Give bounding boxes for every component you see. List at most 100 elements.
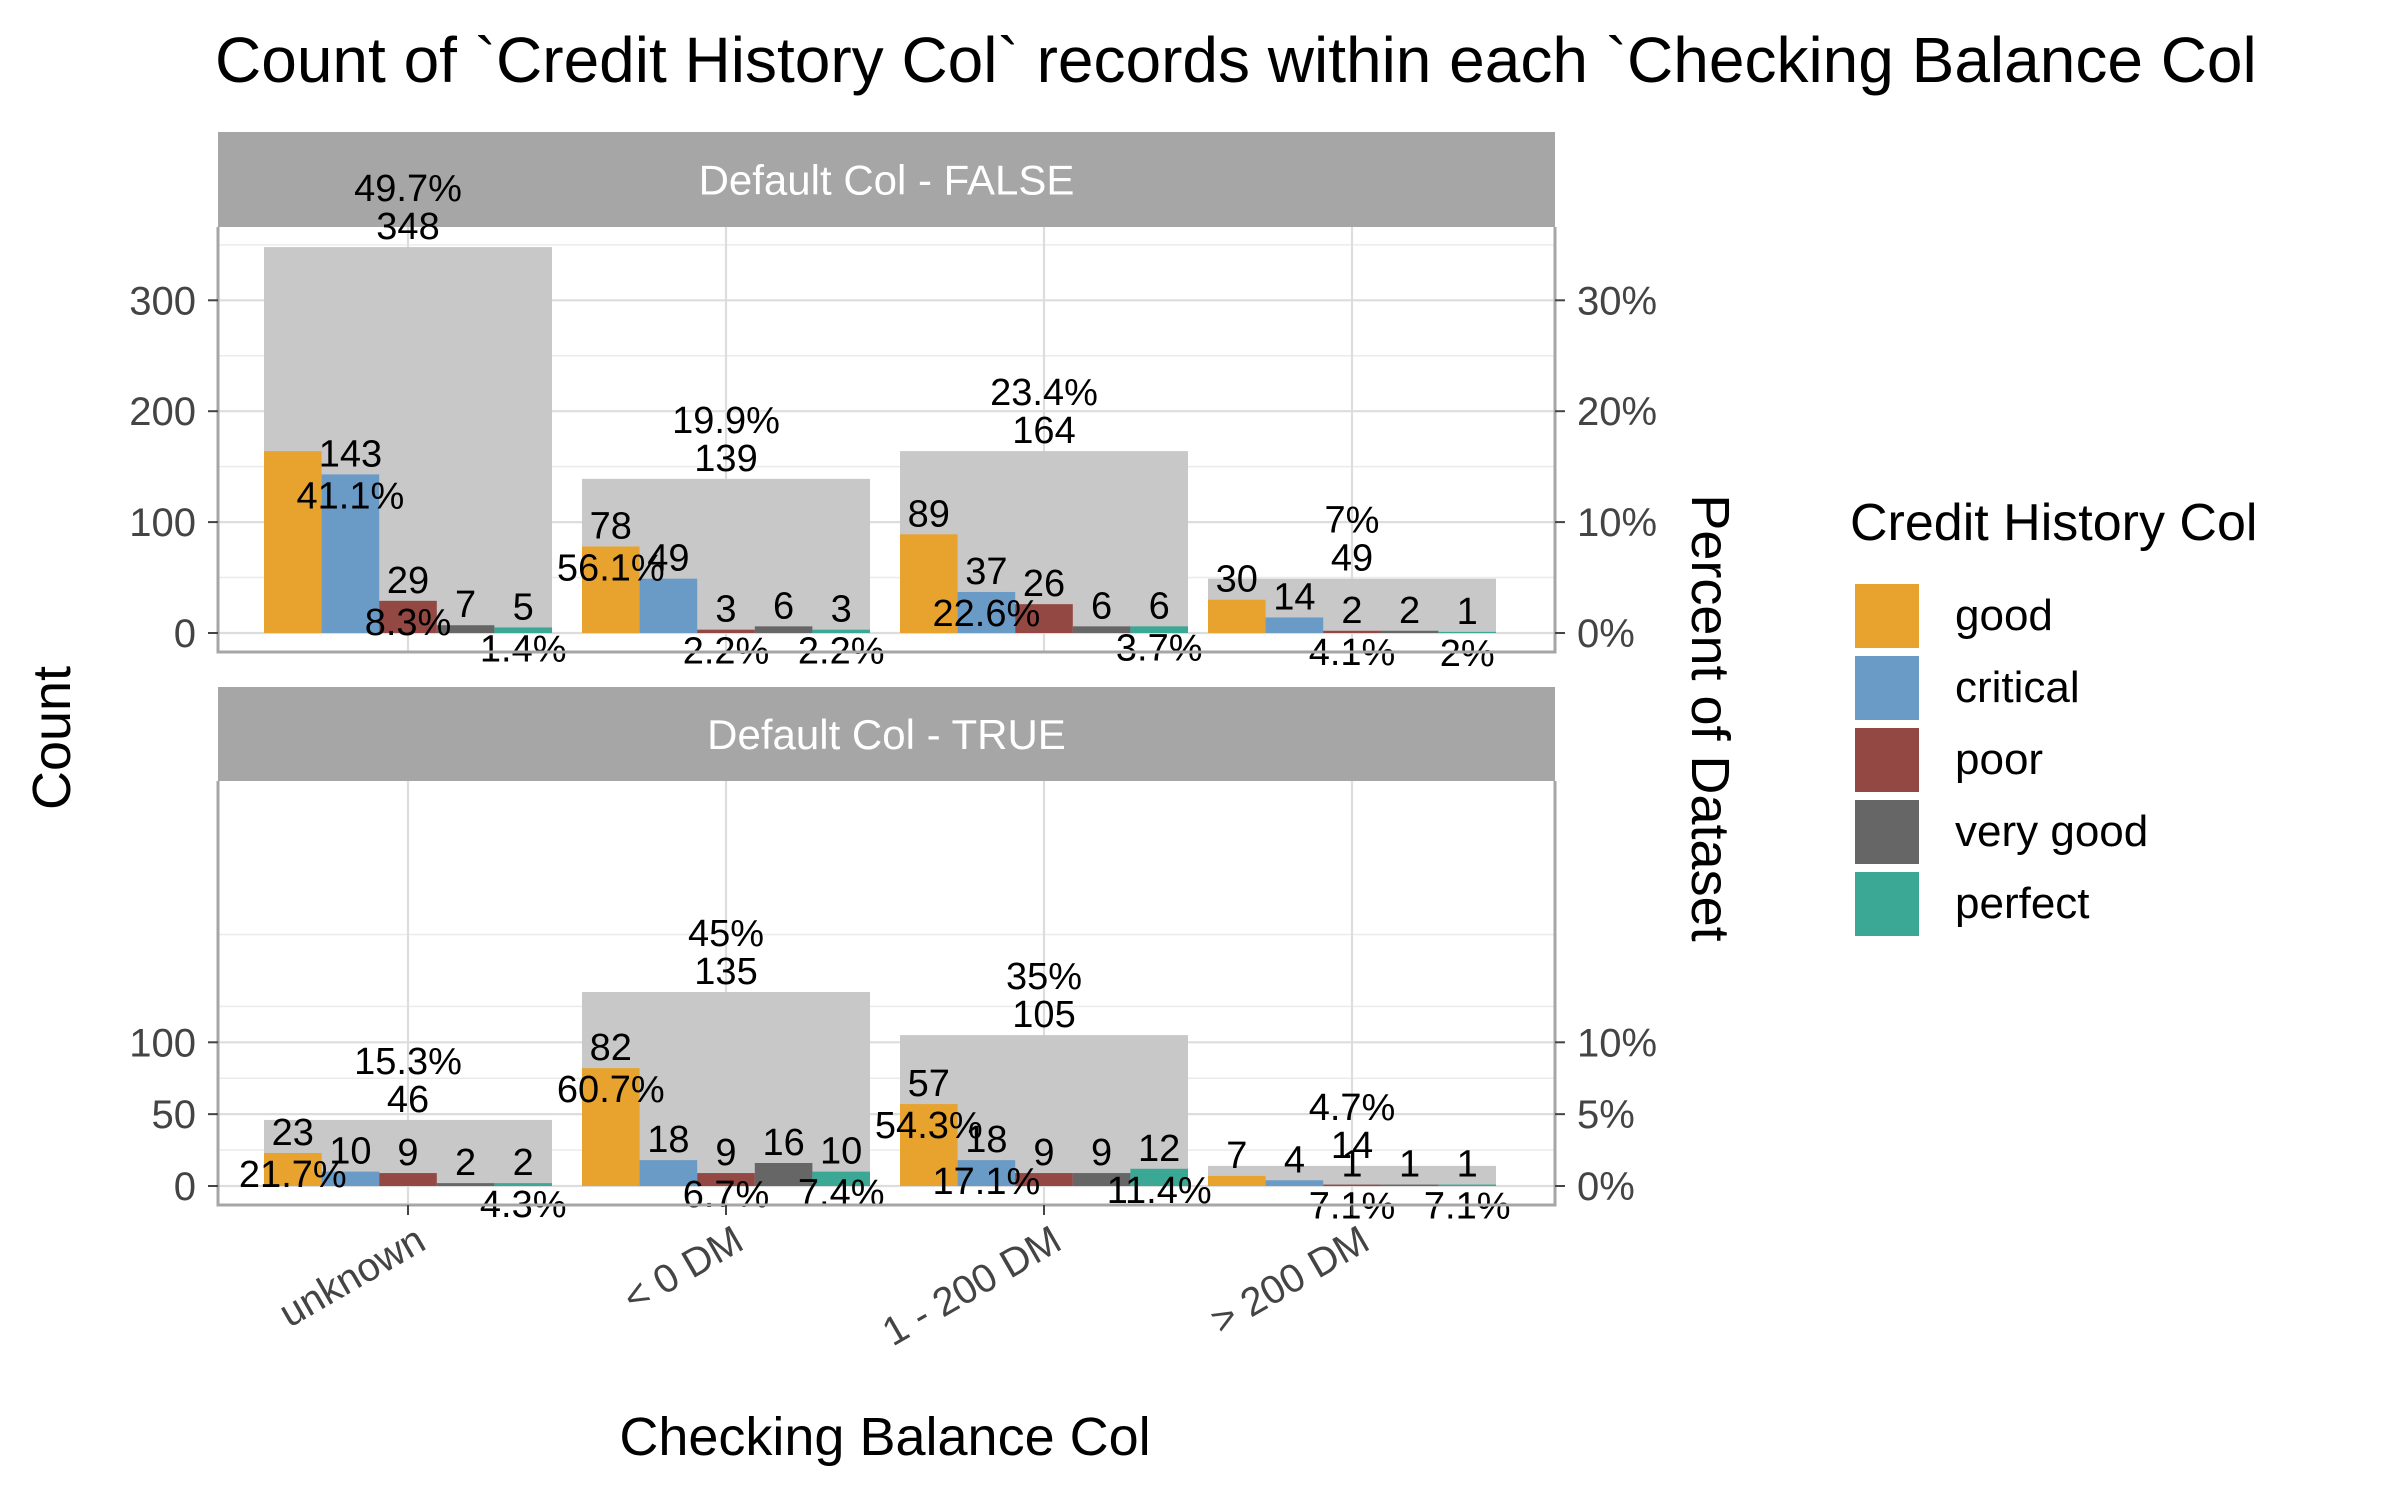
bar-good-200-dm xyxy=(1208,599,1266,633)
bar-critical-1-200-dm xyxy=(957,591,1016,633)
bar-poor-1-200-dm xyxy=(1015,604,1073,633)
bar-perfect-200-dm xyxy=(1438,631,1496,633)
facet-strip-label: Default Col - TRUE xyxy=(707,711,1066,758)
legend-swatch-perfect xyxy=(1855,872,1919,936)
facet-strip xyxy=(218,687,1555,781)
pct-label: 17.1% xyxy=(933,1161,1041,1203)
y-tick-label: 0 xyxy=(174,612,196,656)
bar-critical-0-dm xyxy=(639,1160,698,1186)
bar-good-200-dm xyxy=(1208,1175,1266,1186)
chart-title: Count of `Credit History Col` records wi… xyxy=(215,24,2257,96)
bar-poor-200-dm xyxy=(1323,630,1381,633)
bar-very-good-0-dm xyxy=(754,1163,813,1186)
y-axis-title: Count xyxy=(22,666,82,810)
bar-good-1-200-dm xyxy=(900,1104,958,1186)
total-pct-label: 19.9% xyxy=(672,400,780,442)
facet-strip-label: Default Col - FALSE xyxy=(699,157,1075,204)
value-label: 2 xyxy=(1341,590,1362,632)
total-pct-label: 4.7% xyxy=(1309,1087,1396,1129)
value-label: 82 xyxy=(590,1027,632,1069)
bar-perfect-unknown xyxy=(494,627,552,633)
plot-area xyxy=(218,781,1555,1205)
legend-title: Credit History Col xyxy=(1850,494,2257,552)
plot-area xyxy=(218,227,1555,652)
y-tick-label: 0 xyxy=(174,1165,196,1209)
pct-label: 21.7% xyxy=(239,1154,347,1196)
bar-very-good-200-dm xyxy=(1380,1184,1439,1186)
value-label: 9 xyxy=(715,1132,736,1174)
panel-border xyxy=(216,227,1557,654)
bar-very-good-0-dm xyxy=(754,626,813,633)
total-pct-label: 45% xyxy=(688,913,764,955)
value-label: 6 xyxy=(1149,585,1170,627)
value-label: 2 xyxy=(455,1142,476,1184)
bar-critical-1-200-dm xyxy=(957,1160,1016,1186)
bar-poor-1-200-dm xyxy=(1015,1173,1073,1186)
legend-swatch-very-good xyxy=(1855,800,1919,864)
legend-label-critical: critical xyxy=(1955,663,2080,712)
value-label: 5 xyxy=(513,586,534,628)
bar-good-0-dm xyxy=(582,546,640,633)
value-label: 7 xyxy=(1226,1135,1247,1177)
bar-critical-200-dm xyxy=(1265,617,1324,633)
y2-tick-label: 0% xyxy=(1577,612,1635,656)
y-tick-label: 300 xyxy=(129,279,196,323)
pct-label: 2% xyxy=(1440,633,1495,675)
legend: Credit History Col good critical poor very … xyxy=(1850,494,2257,936)
value-label: 3 xyxy=(715,589,736,631)
value-label: 9 xyxy=(1033,1132,1054,1174)
x-tick-label-1-200-dm: 1 - 200 DM xyxy=(875,1218,1068,1355)
bar-good-0-dm xyxy=(582,1068,640,1186)
total-count-label: 139 xyxy=(694,438,757,480)
value-label: 3 xyxy=(831,589,852,631)
value-label: 49 xyxy=(647,538,689,580)
value-label: 18 xyxy=(965,1119,1007,1161)
value-label: 89 xyxy=(908,493,950,535)
bar-poor-unknown xyxy=(379,1173,437,1186)
value-label: 26 xyxy=(1023,563,1065,605)
legend-label-good: good xyxy=(1955,591,2053,640)
bar-critical-unknown xyxy=(321,1171,380,1186)
bar-perfect-200-dm xyxy=(1438,1184,1496,1186)
y2-tick-label: 0% xyxy=(1577,1165,1635,1209)
legend-swatch-good xyxy=(1855,584,1919,648)
pct-label: 60.7% xyxy=(557,1069,665,1111)
facet-strip xyxy=(218,132,1555,227)
y-tick-label: 50 xyxy=(152,1093,197,1137)
value-label: 1 xyxy=(1457,591,1478,633)
bar-critical-0-dm xyxy=(639,578,698,633)
value-label: 10 xyxy=(329,1131,371,1173)
x-axis-ticks: unknown < 0 DM 1 - 200 DM > 200 DM xyxy=(272,1205,1377,1355)
x-tick-label-0-dm: < 0 DM xyxy=(616,1218,751,1321)
bar-perfect-1-200-dm xyxy=(1130,626,1188,633)
bar-good-1-200-dm xyxy=(900,534,958,633)
bar-very-good-1-200-dm xyxy=(1072,626,1131,633)
pct-label: 54.3% xyxy=(875,1105,983,1147)
total-count-label: 348 xyxy=(376,206,439,248)
legend-label-very-good: very good xyxy=(1955,807,2148,856)
value-label: 9 xyxy=(397,1132,418,1174)
legend-swatch-critical xyxy=(1855,656,1919,720)
y2-tick-label: 5% xyxy=(1577,1093,1635,1137)
total-count-label: 14 xyxy=(1331,1125,1373,1167)
value-label: 7 xyxy=(455,584,476,626)
bar-good-unknown xyxy=(264,1152,322,1186)
pct-label: 3.7% xyxy=(1116,627,1203,669)
pct-label: 56.1% xyxy=(557,547,665,589)
facet-1: Default Col - FALSE 49.7%348 19.9%139 23.4%… xyxy=(129,132,1657,675)
bar-very-good-unknown xyxy=(436,1183,495,1186)
bar-poor-200-dm xyxy=(1323,1184,1381,1186)
y-tick-label: 100 xyxy=(129,1021,196,1065)
panel-border xyxy=(216,781,1557,1207)
y2-tick-label: 30% xyxy=(1577,279,1657,323)
bar-very-good-1-200-dm xyxy=(1072,1173,1131,1186)
pct-label: 1.4% xyxy=(480,628,567,670)
value-label: 9 xyxy=(1091,1132,1112,1174)
bar-critical-unknown xyxy=(321,474,380,633)
value-label: 57 xyxy=(908,1063,950,1105)
bar-very-good-unknown xyxy=(436,625,495,633)
value-label: 1 xyxy=(1341,1144,1362,1186)
value-label: 29 xyxy=(387,560,429,602)
